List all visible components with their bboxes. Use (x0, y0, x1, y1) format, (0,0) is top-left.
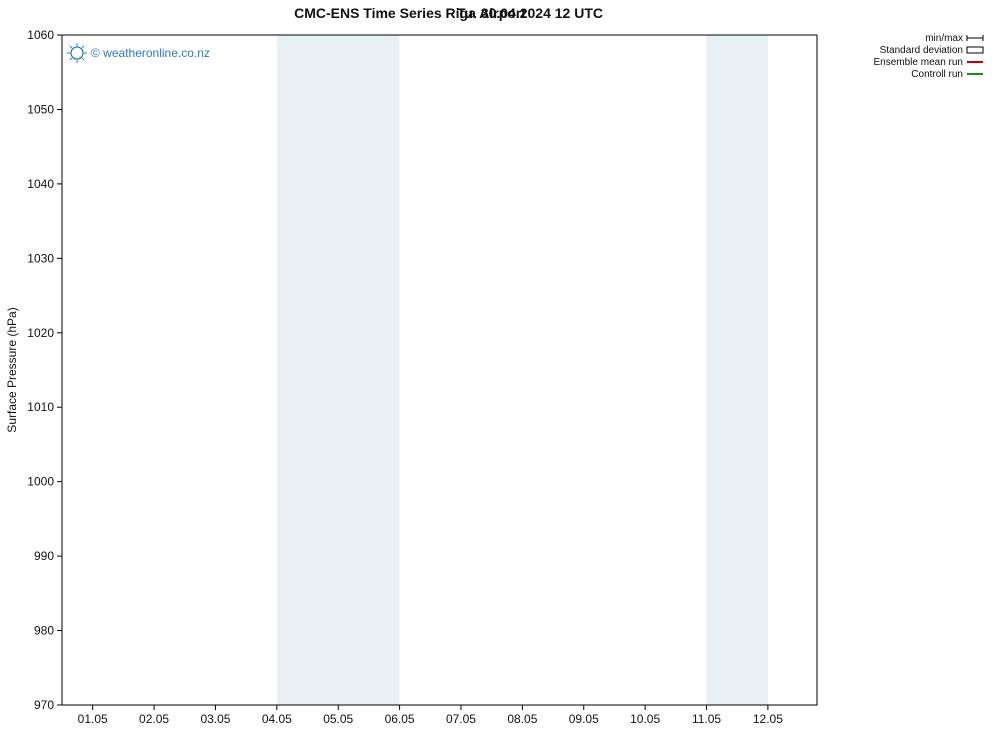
chart-title-right: Tu. 30.04.2024 12 UTC (457, 5, 603, 21)
y-tick-label: 970 (34, 698, 54, 712)
y-tick-label: 1050 (27, 102, 54, 116)
legend-item-label: Ensemble mean run (874, 57, 964, 68)
y-tick-label: 1060 (27, 28, 54, 42)
y-tick-label: 980 (34, 624, 54, 638)
x-tick-label: 05.05 (323, 712, 353, 726)
weekend-band (707, 35, 768, 705)
x-tick-label: 10.05 (630, 712, 660, 726)
x-tick-label: 04.05 (262, 712, 292, 726)
x-tick-label: 12.05 (753, 712, 783, 726)
x-tick-label: 03.05 (200, 712, 230, 726)
y-tick-label: 1000 (27, 475, 54, 489)
x-tick-label: 07.05 (446, 712, 476, 726)
y-tick-label: 1020 (27, 326, 54, 340)
x-tick-label: 08.05 (507, 712, 537, 726)
y-axis-label: Surface Pressure (hPa) (5, 307, 19, 432)
x-tick-label: 06.05 (385, 712, 415, 726)
legend-item-label: Controll run (911, 69, 963, 80)
x-tick-label: 09.05 (569, 712, 599, 726)
weekend-band (277, 35, 338, 705)
y-tick-label: 1040 (27, 177, 54, 191)
legend-item-label: min/max (925, 33, 963, 44)
watermark-text: © weatheronline.co.nz (91, 46, 210, 60)
y-tick-label: 1030 (27, 251, 54, 265)
x-tick-label: 02.05 (139, 712, 169, 726)
legend-item-label: Standard deviation (880, 45, 963, 56)
weekend-band (338, 35, 399, 705)
chart-svg: 970 980 990 1000 1010 1020 1030 1040 1050 1060 01.… (0, 0, 1000, 733)
y-tick-label: 1010 (27, 400, 54, 414)
y-tick-label: 990 (34, 549, 54, 563)
x-tick-label: 01.05 (78, 712, 108, 726)
x-tick-label: 11.05 (692, 712, 721, 726)
chart-container: 970 980 990 1000 1010 1020 1030 1040 1050 1060 01.… (0, 0, 1000, 733)
